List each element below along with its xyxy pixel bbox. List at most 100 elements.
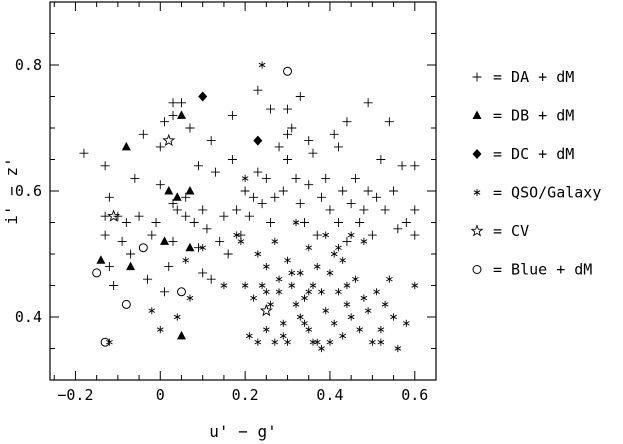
legend-label: = QSO/Galaxy [493, 184, 601, 202]
data-point-plus [312, 230, 322, 240]
data-point-asterisk [258, 61, 266, 69]
data-point-open-circle [138, 243, 148, 253]
asterisk-mark [360, 294, 368, 302]
data-point-plus [367, 230, 377, 240]
data-point-plus [266, 104, 276, 114]
data-point-plus [283, 104, 293, 114]
data-point-plus [321, 173, 331, 183]
diamond-mark [198, 91, 208, 102]
legend-marker-open-circle [472, 265, 482, 274]
plus-mark [202, 224, 212, 234]
plus-mark [100, 161, 110, 171]
data-point-asterisk [148, 307, 156, 315]
legend-marker-open-star [470, 224, 484, 237]
data-point-filled-diamond [253, 135, 263, 146]
data-point-asterisk [322, 231, 330, 239]
plus-mark [291, 173, 301, 183]
asterisk-mark [305, 288, 313, 296]
legend-label: = DB + dM [493, 107, 574, 125]
asterisk-mark [305, 244, 313, 252]
data-point-plus [295, 199, 305, 209]
data-point-asterisk [339, 332, 347, 340]
plus-mark [274, 142, 284, 152]
data-point-plus [147, 230, 157, 240]
plus-mark [376, 155, 386, 164]
triangle-mark [176, 110, 186, 119]
asterisk-mark [279, 319, 287, 327]
asterisk-mark [288, 281, 296, 290]
data-point-asterisk [335, 244, 342, 252]
data-point-asterisk [369, 338, 376, 346]
asterisk-mark [322, 231, 330, 239]
data-point-asterisk [364, 307, 372, 315]
plus-mark [244, 211, 254, 221]
data-point-filled-triangle [176, 330, 186, 340]
data-point-plus [393, 224, 403, 234]
plus-mark [355, 218, 365, 227]
data-point-asterisk [246, 332, 253, 340]
plus-mark [249, 192, 259, 202]
data-point-plus [100, 211, 110, 221]
asterisk-mark [263, 263, 270, 271]
data-point-filled-triangle [121, 141, 131, 151]
data-point-asterisk [411, 281, 419, 290]
data-point-plus [278, 186, 288, 196]
plus-mark [104, 192, 114, 202]
data-point-plus [342, 236, 352, 246]
asterisk-mark [301, 294, 308, 302]
y-tick-label: 0.6 [15, 182, 42, 200]
asterisk-mark [335, 288, 342, 296]
data-point-asterisk [402, 319, 410, 327]
data-point-plus [155, 180, 165, 190]
data-point-plus [215, 236, 225, 246]
triangle-mark [160, 236, 170, 245]
circle-mark [472, 265, 482, 274]
data-point-plus [257, 199, 267, 209]
asterisk-mark [360, 237, 368, 245]
data-point-plus [189, 218, 199, 227]
data-point-plus [291, 173, 301, 183]
data-point-open-circle [92, 268, 102, 278]
plus-mark [397, 161, 407, 171]
plus-mark [227, 155, 237, 164]
data-point-plus [410, 205, 420, 215]
plus-mark [342, 236, 352, 246]
asterisk-mark [237, 237, 245, 245]
legend-label: = Blue + dM [493, 261, 592, 279]
asterisk-mark [292, 300, 300, 308]
data-point-asterisk [313, 338, 321, 346]
x-tick-label: 0 [156, 386, 165, 404]
data-point-asterisk [292, 300, 300, 308]
legend-item: = QSO/Galaxy [473, 184, 601, 202]
data-point-plus [401, 218, 411, 227]
asterisk-mark [254, 338, 262, 346]
data-point-plus [100, 230, 110, 240]
plus-mark [283, 129, 293, 139]
data-point-asterisk [301, 294, 308, 302]
data-point-asterisk [301, 319, 308, 327]
plus-mark [126, 249, 136, 259]
data-point-plus [117, 236, 127, 246]
data-point-open-star [107, 209, 121, 222]
data-point-asterisk [390, 313, 397, 321]
triangle-mark [172, 192, 182, 201]
data-point-asterisk [263, 288, 270, 296]
data-point-open-circle [121, 299, 131, 309]
data-point-plus [100, 161, 110, 171]
data-point-asterisk [199, 244, 207, 252]
plus-mark [164, 262, 174, 272]
data-point-asterisk [335, 288, 342, 296]
star-mark [162, 133, 176, 147]
data-point-plus [325, 205, 335, 215]
plus-mark [206, 136, 216, 146]
data-point-asterisk [386, 275, 393, 283]
data-point-plus [155, 142, 165, 152]
data-point-plus [134, 211, 144, 221]
data-point-open-circle [176, 287, 186, 297]
asterisk-mark [352, 275, 359, 283]
data-point-plus [283, 129, 293, 139]
data-point-asterisk [347, 313, 355, 321]
plus-mark [181, 211, 191, 221]
data-point-plus [227, 155, 237, 164]
